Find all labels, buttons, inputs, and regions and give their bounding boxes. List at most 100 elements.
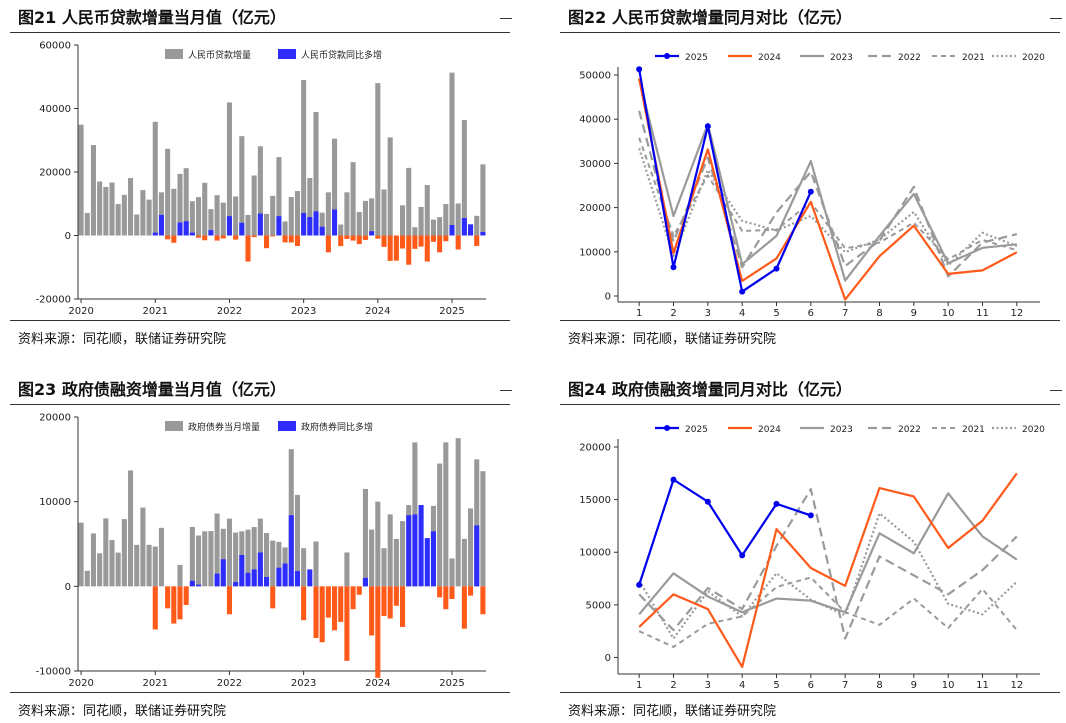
y-tick-label: 0 <box>605 292 611 303</box>
bar-yoy-change <box>338 235 344 247</box>
bar-increase <box>387 137 393 236</box>
bar-increase <box>78 522 84 587</box>
bar-yoy-change <box>468 586 474 596</box>
bar-increase <box>158 527 164 587</box>
data-point-2025 <box>773 500 780 507</box>
bar-increase <box>226 518 232 587</box>
bar-yoy-change <box>437 235 443 253</box>
bar-increase <box>264 532 270 587</box>
bar-increase <box>196 197 202 236</box>
top-rule <box>560 404 1060 405</box>
bar-yoy-change <box>381 586 387 616</box>
chart-panel-22: 图22 人民币贷款增量同月对比（亿元） 0 10000 20000 30000 4000… <box>560 0 1062 350</box>
legend-label: 2024 <box>758 425 781 435</box>
bar-yoy-change <box>183 221 189 236</box>
bar-yoy-change <box>183 586 189 605</box>
bar-increase <box>90 533 96 587</box>
bar-yoy-change <box>480 586 486 615</box>
bar-yoy-change <box>294 571 300 587</box>
y-tick-label: 15000 <box>579 495 611 506</box>
bar-yoy-change <box>387 586 393 619</box>
series-line-2024 <box>638 78 1018 301</box>
bar-increase <box>319 212 325 236</box>
legend-marker <box>664 53 670 59</box>
bar-yoy-change <box>474 235 480 246</box>
bar-increase <box>152 546 158 587</box>
bar-yoy-change <box>424 235 430 262</box>
bar-yoy-change <box>393 235 399 261</box>
bar-increase <box>257 146 263 236</box>
bar-increase <box>294 191 300 236</box>
bar-yoy-change <box>276 216 282 236</box>
bar-increase <box>97 553 103 587</box>
legend-label: 人民币贷款同比多增 <box>301 49 382 61</box>
bottom-rule <box>10 692 510 693</box>
series-line-2021 <box>638 576 1018 648</box>
bar-yoy-change <box>189 580 195 587</box>
bar-yoy-change <box>251 235 257 238</box>
bar-increase <box>313 541 319 587</box>
bar-yoy-change <box>443 586 449 610</box>
bar-increase <box>362 488 368 587</box>
bar-yoy-change <box>406 235 412 265</box>
x-tick-label: 2022 <box>217 306 242 317</box>
bar-yoy-change <box>313 211 319 236</box>
bar-increase <box>294 494 300 587</box>
bar-yoy-change <box>288 515 294 587</box>
bar-yoy-change <box>307 217 313 236</box>
x-tick-label: 1 <box>636 308 642 319</box>
bar-increase <box>109 540 115 587</box>
data-point-2025 <box>807 188 814 195</box>
bar-increase <box>90 145 96 236</box>
legend-label: 2025 <box>685 53 708 63</box>
bar-yoy-change <box>461 218 467 236</box>
bar-yoy-change <box>171 586 177 624</box>
bar-increase <box>400 521 406 587</box>
bar-yoy-change <box>239 222 245 236</box>
bar-increase <box>344 192 350 236</box>
bar-yoy-change <box>449 225 455 236</box>
legend-label: 2024 <box>758 53 781 63</box>
title-rule <box>1050 18 1062 19</box>
chart-panel-24: 图24 政府债融资增量同月对比（亿元） 0 5000 10000 15000 20000… <box>560 372 1062 722</box>
x-tick-label: 3 <box>705 308 711 319</box>
series-line-2024 <box>638 472 1018 669</box>
bar-yoy-change <box>226 216 232 236</box>
bar-increase <box>381 189 387 236</box>
bar-increase <box>449 558 455 587</box>
series-line-2021 <box>638 137 1018 261</box>
legend-swatch <box>278 421 296 431</box>
legend-swatch <box>165 49 183 59</box>
chart-title: 图24 政府债融资增量同月对比（亿元） <box>568 380 852 399</box>
legend-label: 2020 <box>1022 425 1045 435</box>
bar-yoy-change <box>189 232 195 236</box>
x-tick-label: 2020 <box>68 678 93 689</box>
bar-increase <box>443 204 449 236</box>
bar-increase <box>307 178 313 236</box>
bar-increase <box>301 79 307 236</box>
x-tick-label: 4 <box>739 680 745 691</box>
bar-yoy-change <box>177 586 183 620</box>
bar-increase <box>146 544 152 587</box>
y-tick-label: 10000 <box>579 247 611 258</box>
bar-yoy-change <box>202 235 208 241</box>
bar-yoy-change <box>313 586 319 638</box>
source-note: 资料来源：同花顺，联储证券研究院 <box>18 332 227 347</box>
bar-yoy-change <box>245 235 251 262</box>
bar-increase <box>393 538 399 587</box>
y-tick-label: 20000 <box>579 443 611 454</box>
bar-yoy-change <box>233 582 239 587</box>
bar-yoy-change <box>307 569 313 587</box>
bar-yoy-change <box>152 586 158 630</box>
bar-increase <box>455 203 461 236</box>
bar-increase <box>430 219 436 236</box>
legend-label: 政府债券同比多增 <box>301 421 373 433</box>
bottom-rule <box>560 320 1060 321</box>
bar-yoy-change <box>455 235 461 250</box>
chart-panel-21: 图21 人民币贷款增量当月值（亿元） -20000 0 20000 40000 6000… <box>10 0 512 350</box>
bar-increase <box>208 531 214 587</box>
bar-yoy-change <box>177 222 183 236</box>
bar-increase <box>97 181 103 236</box>
bar-increase <box>406 167 412 236</box>
